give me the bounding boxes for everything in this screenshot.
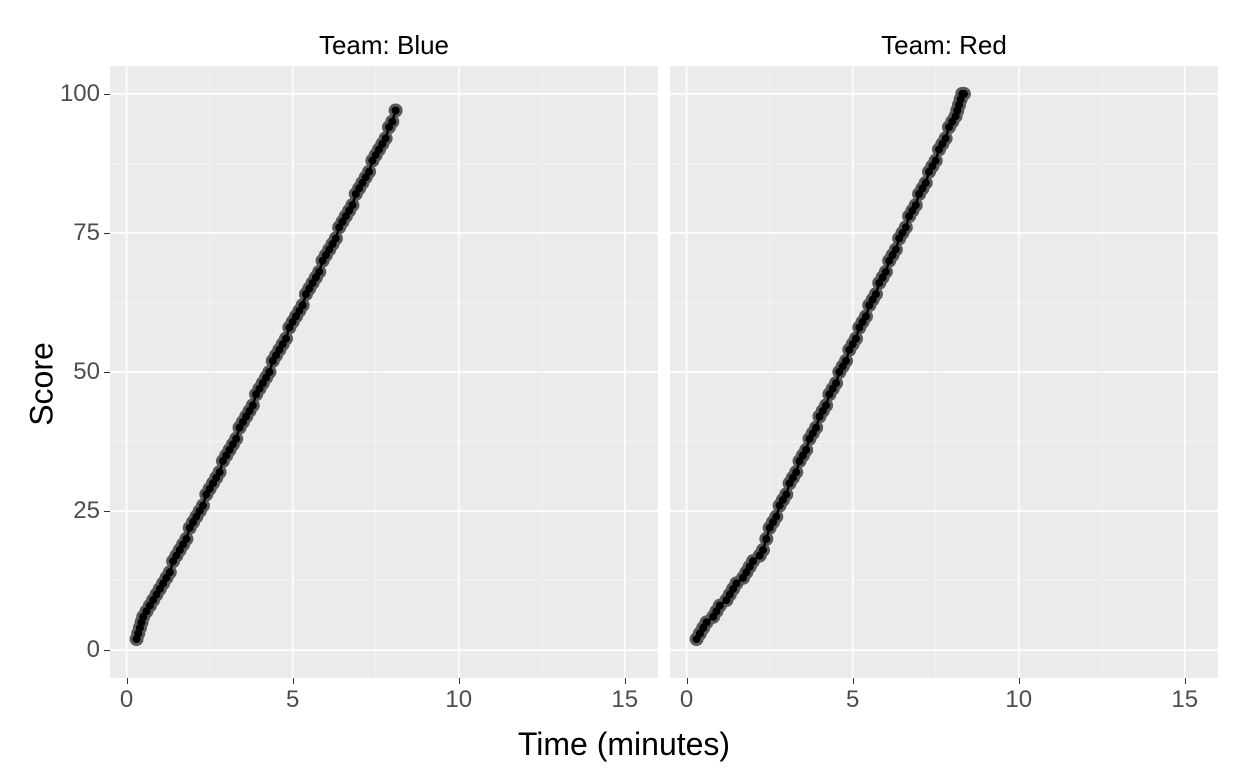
y-tick-mark xyxy=(104,233,110,234)
panel-0: Team: Blue051015 xyxy=(110,30,658,678)
facet-chart: Score 0255075100 Team: Blue051015Team: R… xyxy=(10,10,1238,758)
y-tick-mark xyxy=(104,650,110,651)
plot-area: 051015 xyxy=(670,66,1218,678)
panel-title: Team: Blue xyxy=(110,30,658,66)
panel-title: Team: Red xyxy=(670,30,1218,66)
x-axis-title: Time (minutes) xyxy=(518,726,730,763)
x-tick-mark xyxy=(687,678,688,684)
panel-1: Team: Red051015 xyxy=(670,30,1218,678)
x-tick-mark xyxy=(1185,678,1186,684)
x-tick-label: 10 xyxy=(445,686,472,714)
y-tick-mark xyxy=(104,511,110,512)
x-tick-label: 5 xyxy=(846,686,859,714)
x-tick-label: 5 xyxy=(286,686,299,714)
plot-area: 051015 xyxy=(110,66,658,678)
plot-svg xyxy=(110,66,658,678)
panels-container: Team: Blue051015Team: Red051015 xyxy=(110,30,1218,678)
y-axis-ticks: 0255075100 xyxy=(64,66,100,678)
x-tick-label: 0 xyxy=(680,686,693,714)
x-tick-mark xyxy=(1019,678,1020,684)
y-tick-mark xyxy=(104,372,110,373)
x-tick-label: 15 xyxy=(611,686,638,714)
y-tick-label: 25 xyxy=(40,497,100,525)
y-tick-label: 0 xyxy=(40,636,100,664)
x-tick-mark xyxy=(853,678,854,684)
plot-svg xyxy=(670,66,1218,678)
x-tick-mark xyxy=(127,678,128,684)
x-tick-mark xyxy=(625,678,626,684)
x-tick-mark xyxy=(459,678,460,684)
x-tick-label: 15 xyxy=(1171,686,1198,714)
x-tick-mark xyxy=(293,678,294,684)
x-tick-label: 0 xyxy=(120,686,133,714)
y-tick-label: 75 xyxy=(40,219,100,247)
y-tick-mark xyxy=(104,94,110,95)
y-tick-label: 100 xyxy=(40,80,100,108)
x-tick-label: 10 xyxy=(1005,686,1032,714)
y-tick-label: 50 xyxy=(40,358,100,386)
